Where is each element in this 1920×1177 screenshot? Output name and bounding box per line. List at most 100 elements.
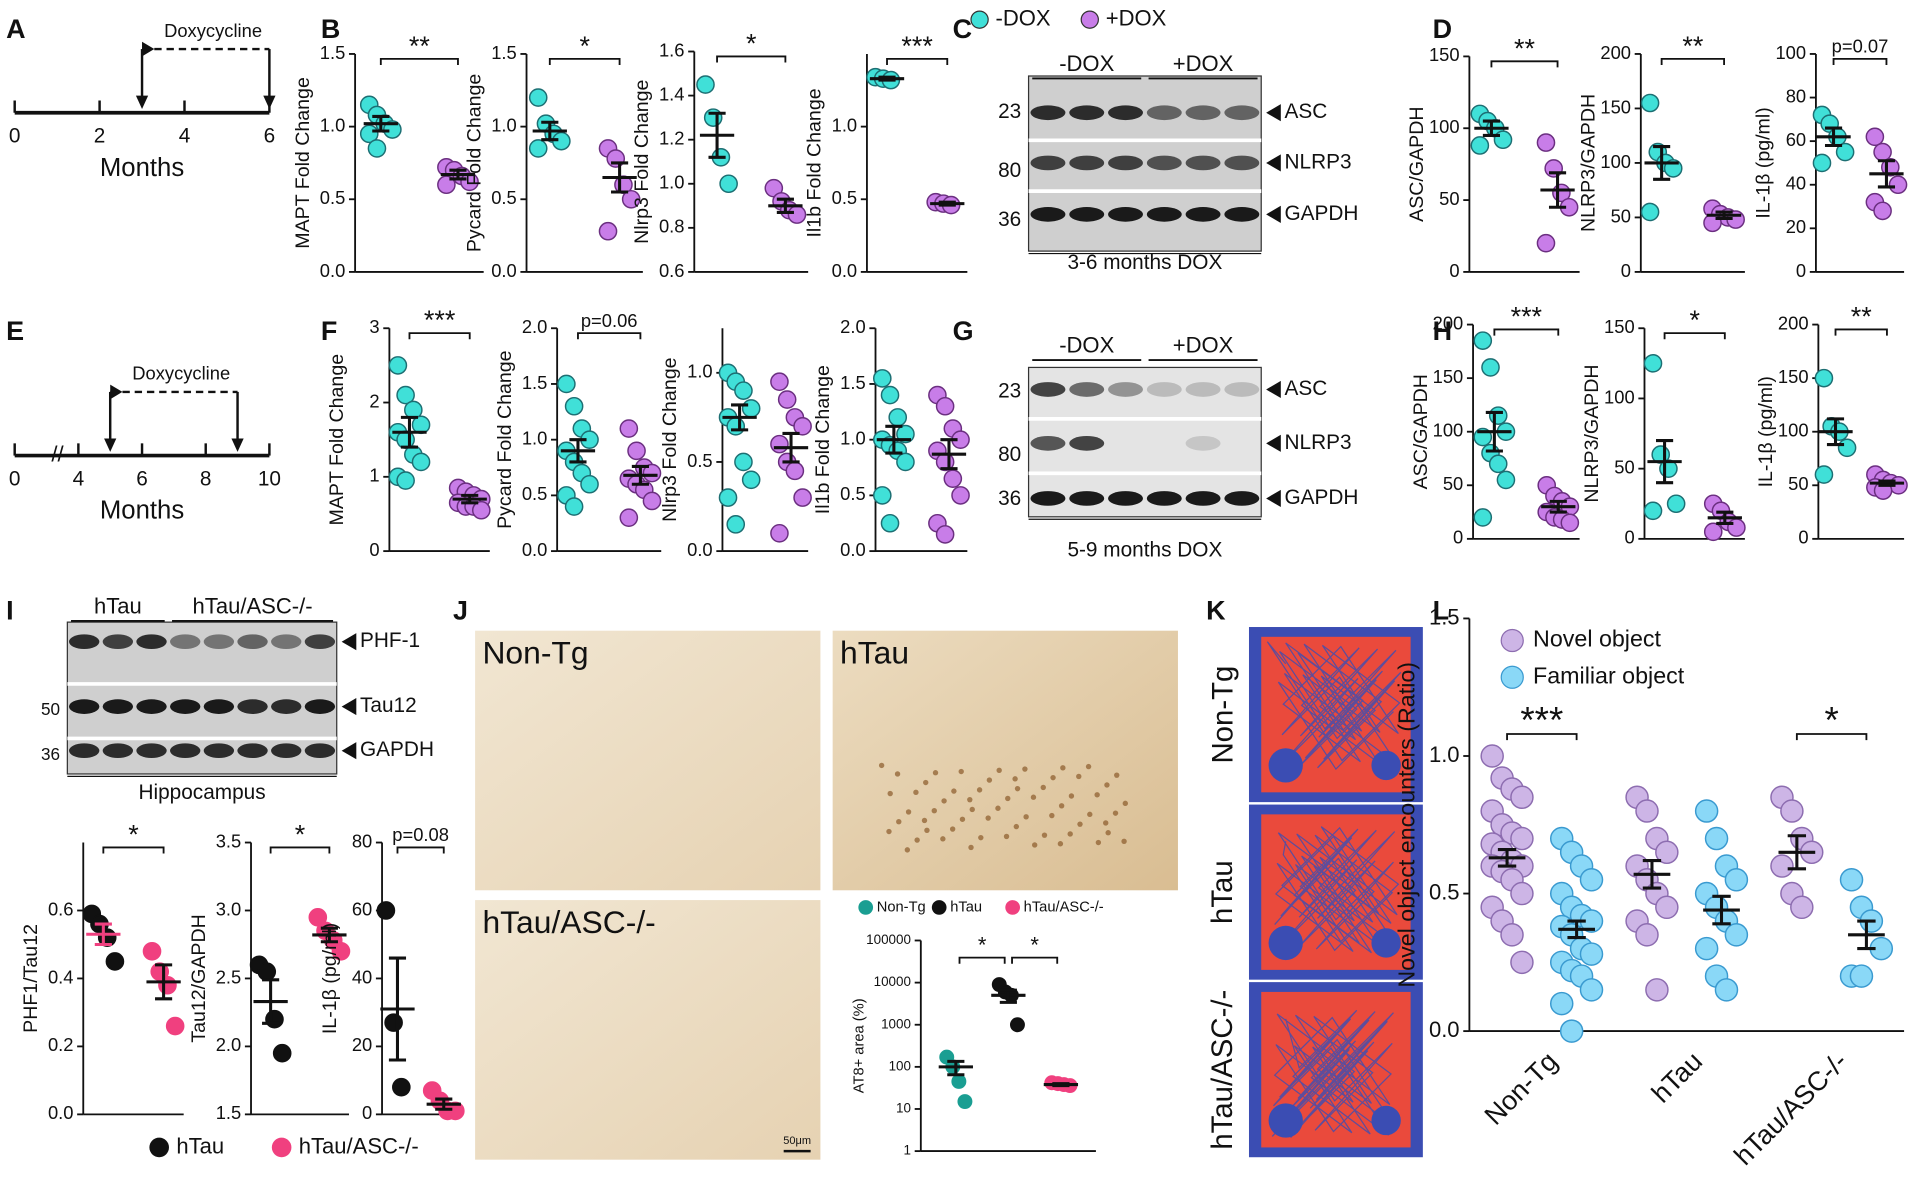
blot-band: [203, 743, 235, 759]
y-tick-label: 0.6: [48, 898, 74, 919]
data-point: [1640, 93, 1660, 113]
band-label: PHF-1: [360, 629, 420, 652]
blot-band: [237, 743, 268, 759]
sig-label: *: [1030, 932, 1039, 957]
data-point: [1790, 895, 1814, 920]
blot-caption: 5-9 months DOX: [1067, 539, 1222, 562]
image-label: hTau: [1206, 860, 1239, 924]
dox-label: Doxycycline: [164, 20, 262, 41]
data-point: [1544, 159, 1563, 178]
sig-label: ***: [1520, 700, 1563, 741]
stained-cell: [1058, 803, 1065, 809]
data-point: [951, 1073, 967, 1089]
stained-cell: [1032, 842, 1038, 848]
blot-band: [1146, 207, 1182, 222]
data-point: [1655, 895, 1679, 920]
data-point: [726, 515, 746, 534]
blot-band: [1146, 382, 1182, 397]
sig-label: p=0.07: [1832, 36, 1889, 57]
y-tick-label: 0.5: [832, 187, 858, 208]
data-point: [1703, 522, 1723, 542]
blot-band: [1030, 155, 1066, 171]
lane-header: +DOX: [1173, 51, 1234, 76]
legend-marker: [1005, 900, 1020, 915]
panel-label: I: [6, 595, 13, 625]
y-tick-label: 200: [1600, 42, 1631, 63]
y-tick-label: 1000: [881, 1016, 911, 1031]
stained-cell: [1060, 765, 1066, 771]
blot-band: [237, 634, 268, 650]
data-point: [1488, 406, 1508, 425]
data-point: [446, 1101, 465, 1121]
blot-band: [1146, 105, 1182, 121]
band-label: GAPDH: [1284, 486, 1358, 509]
y-tick-label: 2.0: [216, 1034, 242, 1055]
stained-cell: [1087, 811, 1093, 818]
y-tick-label: 0.0: [491, 260, 517, 281]
y-tick-label: 0.0: [840, 539, 866, 560]
legend-label: Familiar object: [1533, 662, 1685, 688]
y-tick-label: 1.0: [491, 114, 517, 135]
dox-arrowhead: [104, 438, 117, 452]
histology-image: [832, 630, 1178, 891]
x-tick-label: hTau: [1646, 1046, 1709, 1109]
band-label: GAPDH: [360, 738, 434, 761]
blot-band: [304, 634, 336, 650]
data-point: [265, 1009, 284, 1029]
panel-label: J: [453, 595, 468, 625]
stained-cell: [958, 768, 964, 775]
sig-bracket: [886, 57, 949, 65]
data-point: [734, 381, 753, 400]
stained-cell: [921, 817, 928, 824]
y-tick-label: 0.2: [48, 1034, 74, 1055]
blot-band: [237, 699, 268, 714]
data-point: [1814, 368, 1834, 388]
blot-band: [1185, 105, 1221, 121]
stained-cell: [986, 777, 993, 783]
data-point: [719, 174, 738, 194]
legend-marker: [271, 1137, 292, 1158]
stained-cell: [978, 834, 984, 841]
data-point: [1780, 799, 1804, 823]
tracking-image: [1248, 804, 1423, 980]
blot-band: [203, 634, 235, 650]
y-tick-label: 200: [1433, 312, 1464, 333]
data-point: [718, 488, 738, 507]
y-axis-label: Tau12/GAPDH: [188, 914, 210, 1042]
stained-cell: [1094, 792, 1100, 798]
blot-band: [1108, 382, 1143, 397]
object-zone: [1268, 748, 1303, 783]
y-tick-label: 1.4: [659, 83, 685, 104]
data-point: [388, 356, 408, 375]
band-pointer: [1266, 434, 1281, 452]
data-point: [1873, 201, 1892, 221]
data-point: [396, 471, 415, 490]
stained-cell: [894, 771, 901, 777]
sig-label: ***: [901, 31, 933, 61]
stained-cell: [1112, 810, 1119, 816]
scale-bar-label: 50μm: [783, 1135, 811, 1147]
panel-label: C: [953, 14, 972, 44]
y-tick-label: 60: [352, 898, 372, 919]
timeline-tick-label: 4: [73, 468, 85, 491]
data-point: [1009, 1017, 1025, 1033]
data-point: [1510, 785, 1534, 810]
data-point: [642, 463, 662, 483]
data-point: [396, 385, 415, 405]
data-point: [1837, 438, 1857, 458]
y-tick-label: 0.5: [1429, 879, 1460, 904]
blot-band: [1185, 436, 1221, 451]
blot-band: [1069, 155, 1105, 171]
data-point: [1579, 868, 1604, 892]
legend-label: hTau/ASC-/-: [1024, 899, 1104, 915]
sig-bracket: [1011, 956, 1059, 964]
sig-label: *: [1824, 700, 1838, 741]
blot-band: [1030, 436, 1066, 451]
data-point: [1536, 233, 1556, 253]
panel-label: L: [1433, 595, 1449, 625]
stained-cell: [940, 836, 946, 842]
data-point: [528, 88, 548, 107]
y-tick-label: 100000: [866, 932, 911, 947]
y-tick-label: 40: [1786, 173, 1806, 194]
stained-cell: [1013, 823, 1020, 830]
